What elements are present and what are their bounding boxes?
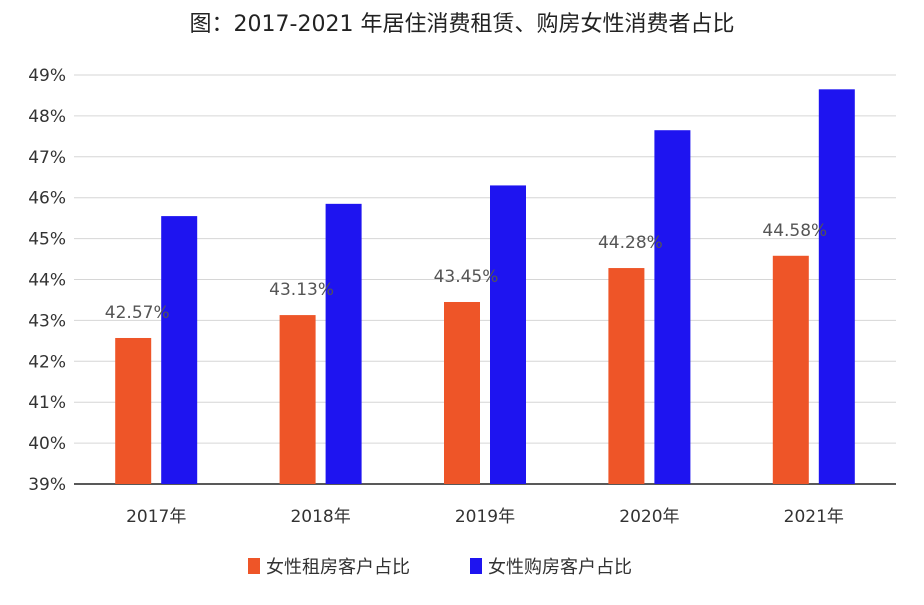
data-label-rent-5: 44.58% — [762, 221, 827, 241]
y-tick-label: 49% — [28, 66, 66, 86]
y-axis: 39% 40% 41% 42% 43% 44% 45% 46% 47% 48% 49% — [28, 66, 896, 495]
y-tick-label: 46% — [28, 189, 66, 209]
y-tick-label: 45% — [28, 230, 66, 250]
legend-label-2: 女性购房客户占比 — [488, 557, 632, 578]
bar-rent-5 — [772, 255, 809, 484]
legend: 女性租房客户占比 女性购房客户占比 — [248, 557, 632, 578]
y-tick-label: 39% — [28, 475, 66, 495]
y-tick-label: 48% — [28, 107, 66, 127]
bar-buy-1 — [161, 216, 198, 485]
x-tick-label: 2021年 — [784, 507, 844, 527]
x-tick-label: 2020年 — [619, 507, 679, 527]
x-tick-label: 2018年 — [290, 507, 350, 527]
bar-buy-2 — [325, 203, 362, 484]
gridlines — [74, 74, 896, 444]
bar-buy-5 — [818, 89, 855, 484]
bar-buy-4 — [654, 130, 691, 484]
legend-swatch-1 — [248, 558, 260, 574]
bar-buy-3 — [490, 185, 526, 484]
bar-rent-1 — [115, 337, 152, 484]
data-labels: 42.57% 43.13% 43.45% 44.28% 44.58% — [105, 221, 827, 323]
legend-label-1: 女性租房客户占比 — [266, 557, 410, 578]
x-tick-label: 2017年 — [126, 507, 186, 527]
y-tick-label: 44% — [28, 271, 66, 291]
data-label-rent-1: 42.57% — [105, 303, 170, 323]
data-label-rent-3: 43.45% — [434, 267, 499, 287]
y-tick-label: 43% — [28, 311, 66, 331]
x-axis: 2017年 2018年 2019年 2020年 2021年 — [126, 507, 844, 527]
y-tick-label: 47% — [28, 148, 66, 168]
y-tick-label: 42% — [28, 352, 66, 372]
x-tick-label: 2019年 — [455, 507, 515, 527]
chart-title: 图：2017-2021 年居住消费租赁、购房女性消费者占比 — [189, 12, 735, 37]
legend-swatch-2 — [470, 558, 482, 574]
bar-rent-3 — [444, 301, 480, 484]
bar-rent-4 — [608, 268, 645, 484]
data-label-rent-4: 44.28% — [598, 233, 663, 253]
bar-rent-2 — [279, 315, 316, 484]
data-label-rent-2: 43.13% — [269, 280, 334, 300]
bars — [115, 89, 855, 485]
y-tick-label: 41% — [28, 393, 66, 413]
y-tick-label: 40% — [28, 434, 66, 454]
